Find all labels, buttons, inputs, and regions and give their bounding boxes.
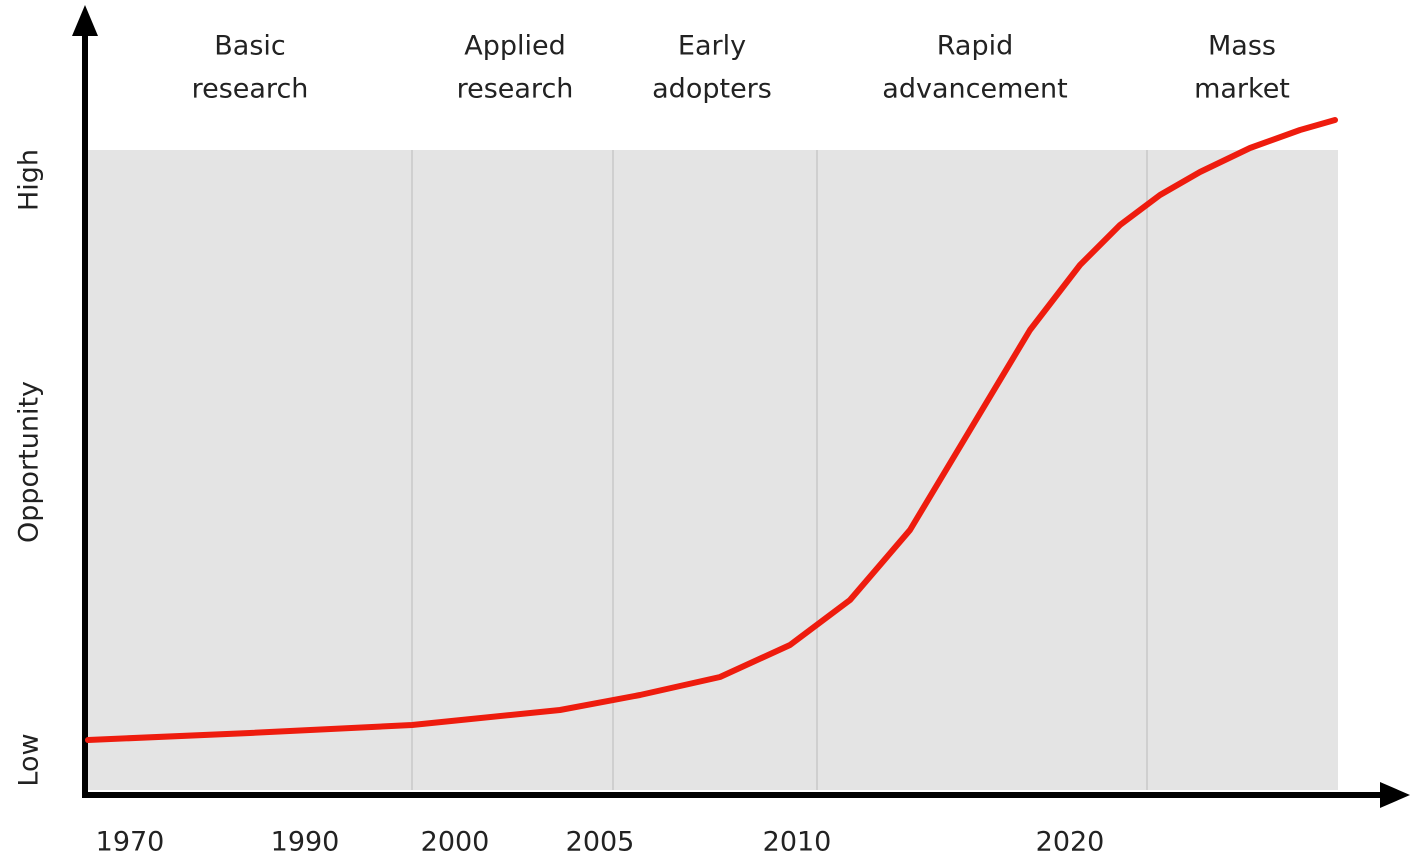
phase-label: advancement bbox=[882, 74, 1067, 105]
axes bbox=[82, 28, 1390, 798]
y-arrow bbox=[72, 5, 98, 36]
phase-label: Mass bbox=[1208, 31, 1276, 62]
s-curve bbox=[85, 117, 1338, 743]
x-tick-label: 1990 bbox=[271, 827, 340, 858]
y-label: Opportunity bbox=[14, 381, 45, 543]
phase-label: market bbox=[1194, 74, 1290, 105]
phase-label: Applied bbox=[464, 31, 566, 62]
x-arrow bbox=[1380, 782, 1410, 808]
x-tick-label: 2000 bbox=[421, 827, 490, 858]
x-tick-label: 2020 bbox=[1036, 827, 1105, 858]
x-tick-label: 2010 bbox=[763, 827, 832, 858]
phase-label: Early bbox=[678, 31, 746, 62]
phase-label: research bbox=[192, 74, 309, 105]
plot-area bbox=[88, 150, 1338, 790]
phase-label: Rapid bbox=[937, 31, 1014, 62]
phase-label: adopters bbox=[652, 74, 772, 105]
x-tick-label: 2005 bbox=[566, 827, 635, 858]
y-label: High bbox=[14, 149, 45, 211]
phase-dividers bbox=[411, 150, 1148, 790]
phase-label: research bbox=[457, 74, 574, 105]
phase-label: Basic bbox=[214, 31, 285, 62]
x-tick-label: 1970 bbox=[96, 827, 165, 858]
y-label: Low bbox=[14, 733, 45, 786]
